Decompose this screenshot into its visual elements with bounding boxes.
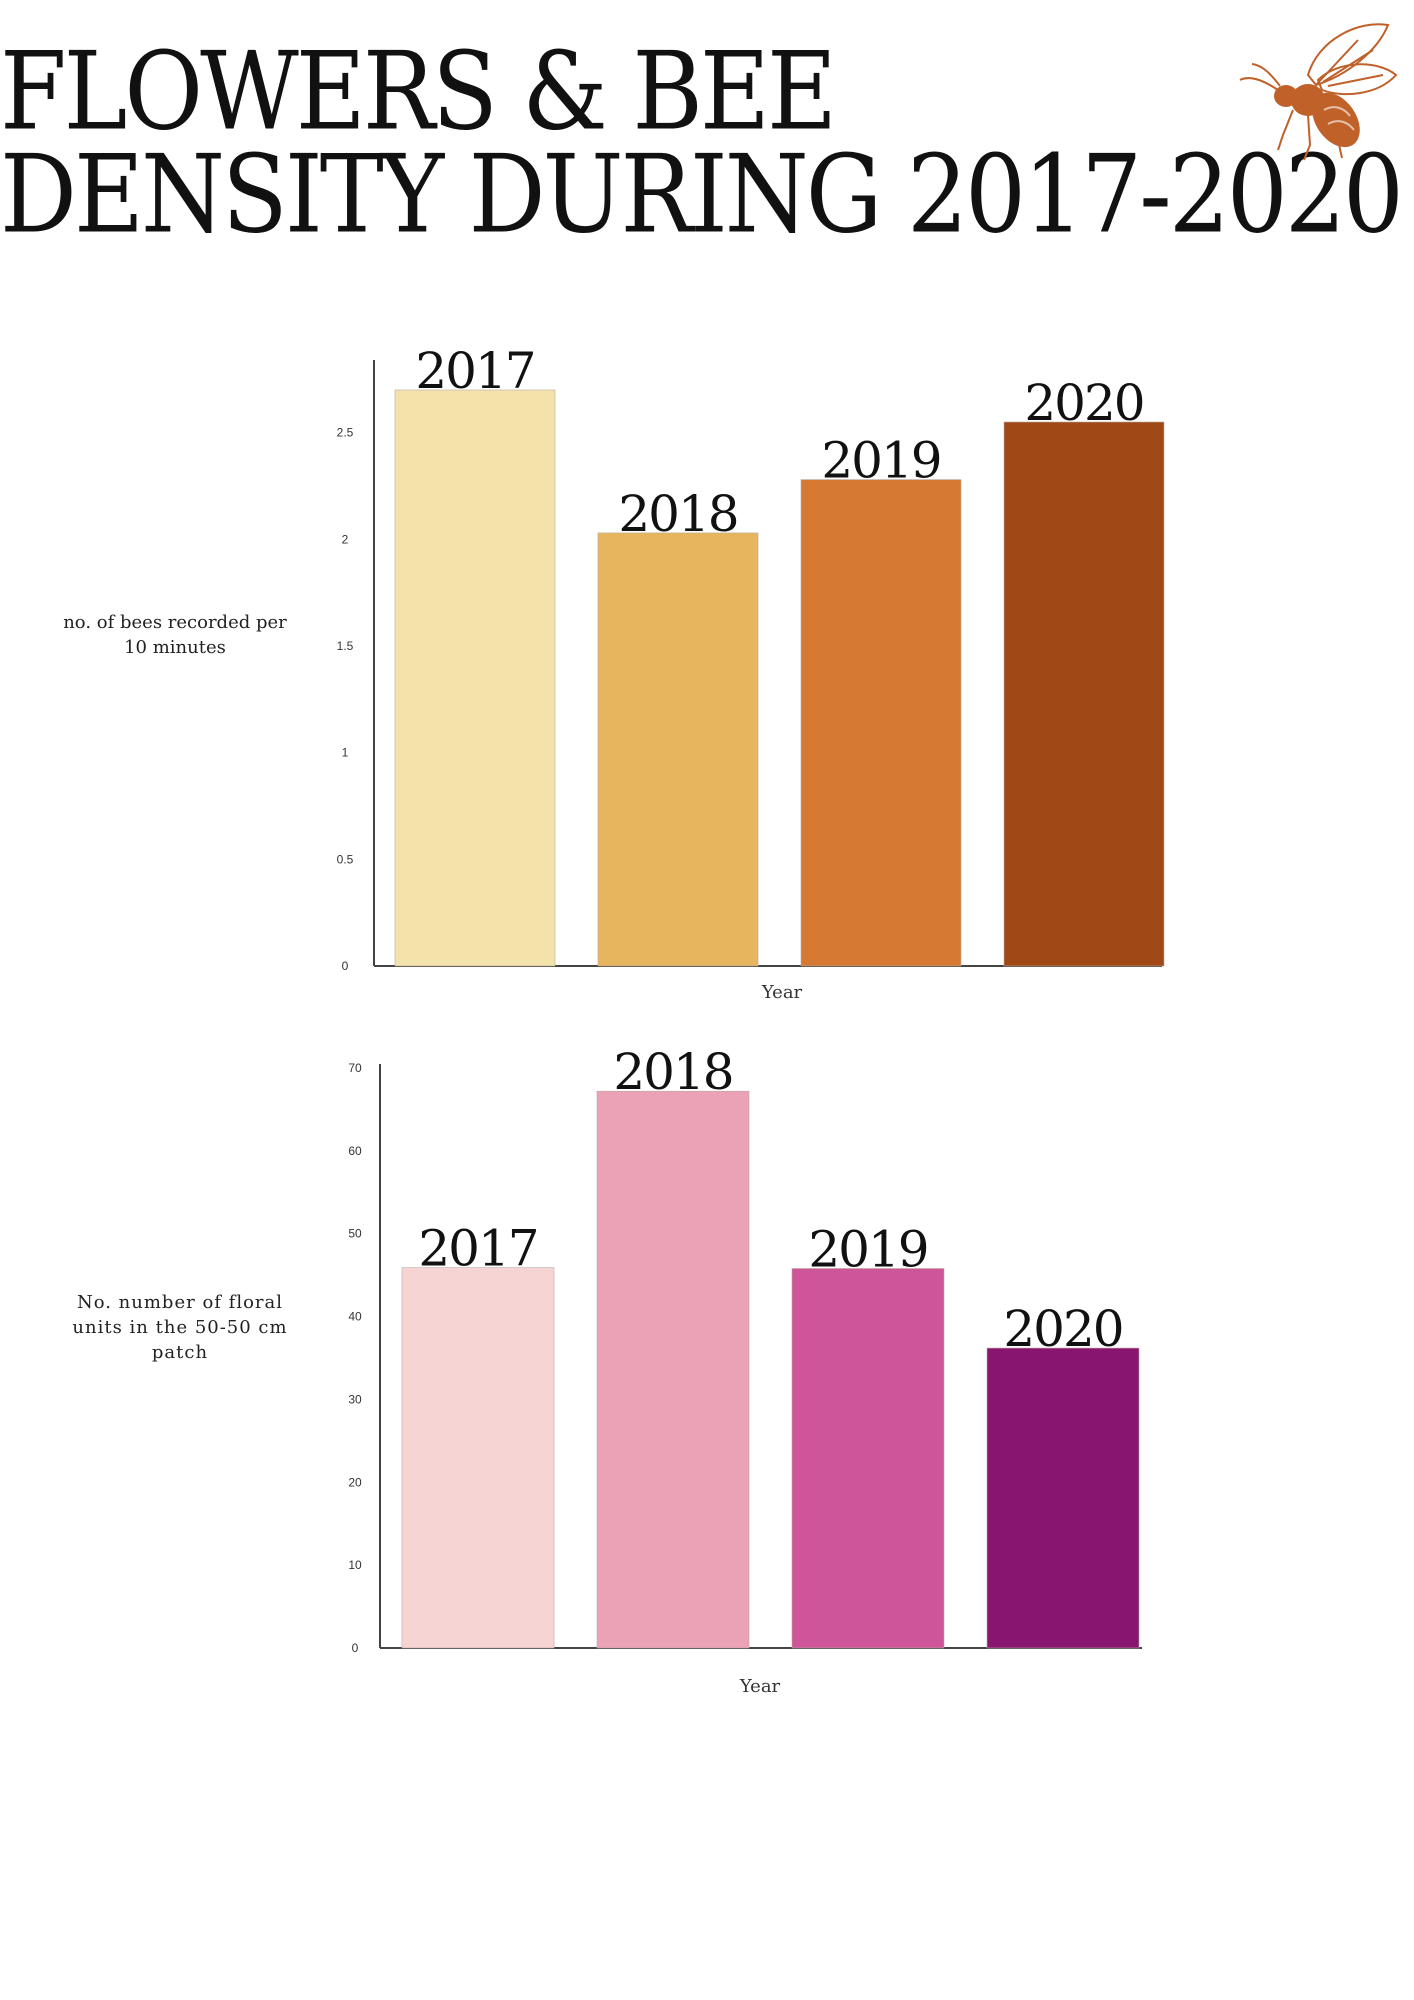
bar-label-2017: 2017	[418, 1220, 537, 1278]
floral-units-chart: No. number of floral units in the 50-50 …	[0, 1040, 1414, 1740]
y-tick-label: 30	[348, 1392, 362, 1406]
y-axis-label: No. number of floral units in the 50-50 …	[72, 1292, 288, 1363]
y-tick-label: 0	[352, 1641, 359, 1655]
x-axis-label: Year	[761, 982, 803, 1003]
bar-label-2018: 2018	[618, 485, 737, 543]
y-tick-label: 0	[342, 959, 349, 973]
bar-2019	[791, 1268, 945, 1649]
bee-icon	[1239, 23, 1398, 161]
y-tick-label: 0.5	[337, 852, 354, 866]
bar-label-2019: 2019	[821, 432, 940, 490]
title-line-1: FLOWERS & BEE	[0, 28, 837, 155]
y-tick-label: 40	[348, 1310, 362, 1324]
bee-density-plot: 0 0.5 1 1.5 2 2.5 2017 2018 2019 2020 Year	[337, 342, 1165, 1003]
title-line-2: DENSITY DURING 2017-2020	[0, 131, 1404, 258]
bar-label-2019: 2019	[808, 1221, 927, 1279]
y-tick-label: 60	[348, 1144, 362, 1158]
bar-label-2020: 2020	[1024, 374, 1143, 432]
y-tick-label: 1.5	[337, 639, 354, 653]
x-axis-label: Year	[739, 1676, 781, 1697]
bar-label-2018: 2018	[613, 1043, 732, 1101]
bar-2020	[1003, 421, 1165, 967]
bar-2017	[401, 1267, 555, 1649]
y-tick-label: 70	[348, 1061, 362, 1075]
y-tick-label: 1	[342, 746, 349, 760]
bar-2020	[986, 1347, 1140, 1649]
bar-2019	[800, 479, 962, 967]
bar-label-2020: 2020	[1003, 1300, 1122, 1358]
bee-density-chart: no. of bees recorded per 10 minutes 0 0.5…	[0, 340, 1414, 1020]
bar-2017	[394, 389, 556, 967]
y-tick-label: 2.5	[337, 426, 354, 440]
page-title: FLOWERS & BEE DENSITY DURING 2017-2020	[0, 28, 1404, 258]
y-axis-label: no. of bees recorded per 10 minutes	[63, 612, 287, 658]
bar-label-2017: 2017	[415, 342, 534, 400]
bar-2018	[597, 532, 759, 967]
y-tick-label: 50	[348, 1227, 362, 1241]
floral-units-plot: 0 10 20 30 40 50 60 70 2017 2018 2019 2020 Year	[348, 1043, 1142, 1697]
y-tick-label: 10	[348, 1558, 362, 1572]
bar-2018	[596, 1090, 750, 1649]
y-tick-label: 20	[348, 1475, 362, 1489]
y-tick-label: 2	[342, 532, 349, 546]
